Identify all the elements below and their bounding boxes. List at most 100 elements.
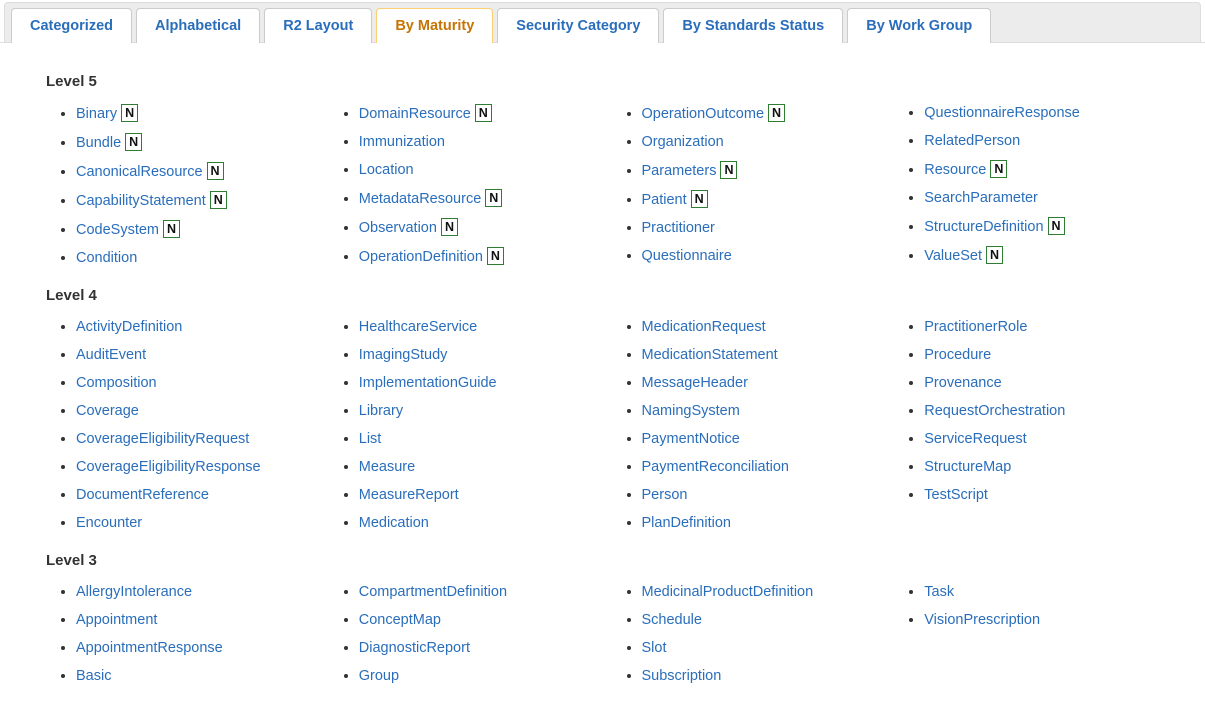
resource-link[interactable]: Questionnaire (642, 248, 732, 264)
resource-link[interactable]: StructureMap (924, 459, 1011, 475)
resource-link[interactable]: MedicationRequest (642, 319, 766, 335)
resource-link[interactable]: CodeSystem (76, 222, 159, 238)
list-item: QuestionnaireResponse (924, 104, 1189, 121)
resource-link[interactable]: OperationOutcome (642, 106, 765, 122)
resource-link[interactable]: ValueSet (924, 248, 982, 264)
resource-link[interactable]: Immunization (359, 134, 445, 150)
list-item: Provenance (924, 374, 1189, 391)
resource-link[interactable]: Resource (924, 162, 986, 178)
tab-by-maturity[interactable]: By Maturity (376, 8, 493, 43)
resource-link[interactable]: Basic (76, 668, 111, 684)
list-item: ImplementationGuide (359, 374, 624, 391)
list-item: ResourceN (924, 160, 1189, 178)
list-item: ImagingStudy (359, 346, 624, 363)
resource-link[interactable]: Location (359, 162, 414, 178)
resource-link[interactable]: Appointment (76, 612, 157, 628)
resource-link[interactable]: Practitioner (642, 220, 715, 236)
list-item: Library (359, 402, 624, 419)
list-item: CodeSystemN (76, 220, 341, 238)
resource-link[interactable]: CompartmentDefinition (359, 584, 507, 600)
resource-link[interactable]: Composition (76, 375, 157, 391)
resource-link[interactable]: ConceptMap (359, 612, 441, 628)
resource-link[interactable]: CoverageEligibilityRequest (76, 431, 249, 447)
list-item: Medication (359, 514, 624, 531)
resource-link[interactable]: AllergyIntolerance (76, 584, 192, 600)
column: AllergyIntolerance Appointment Appointment… (58, 583, 341, 695)
list-item: Composition (76, 374, 341, 391)
resource-link[interactable]: NamingSystem (642, 403, 740, 419)
resource-list: DomainResourceNImmunizationLocationMetad… (341, 104, 624, 265)
resource-link[interactable]: Parameters (642, 163, 717, 179)
tab-by-work-group[interactable]: By Work Group (847, 8, 991, 43)
resource-link[interactable]: MedicinalProductDefinition (642, 584, 814, 600)
resource-link[interactable]: DiagnosticReport (359, 640, 470, 656)
resource-link[interactable]: Observation (359, 220, 437, 236)
resource-link[interactable]: TestScript (924, 487, 988, 503)
resource-link[interactable]: ActivityDefinition (76, 319, 182, 335)
resource-link[interactable]: Task (924, 584, 954, 600)
resource-link[interactable]: Medication (359, 515, 429, 531)
resource-link[interactable]: StructureDefinition (924, 219, 1043, 235)
list-item: PractitionerRole (924, 318, 1189, 335)
resource-link[interactable]: Library (359, 403, 403, 419)
resource-link[interactable]: AppointmentResponse (76, 640, 223, 656)
resource-link[interactable]: PaymentReconciliation (642, 459, 790, 475)
resource-link[interactable]: CanonicalResource (76, 164, 203, 180)
list-item: Basic (76, 667, 341, 684)
resource-link[interactable]: ServiceRequest (924, 431, 1026, 447)
column: OperationOutcomeNOrganizationParametersN… (624, 104, 907, 277)
list-item: Procedure (924, 346, 1189, 363)
resource-link[interactable]: RequestOrchestration (924, 403, 1065, 419)
level-columns: BinaryNBundleNCanonicalResourceNCapabili… (40, 104, 1189, 277)
list-item: Person (642, 486, 907, 503)
resource-link[interactable]: AuditEvent (76, 347, 146, 363)
resource-link[interactable]: MeasureReport (359, 487, 459, 503)
resource-link[interactable]: CoverageEligibilityResponse (76, 459, 261, 475)
resource-link[interactable]: DocumentReference (76, 487, 209, 503)
resource-link[interactable]: VisionPrescription (924, 612, 1040, 628)
column: MedicinalProductDefinition Schedule Slot Su… (624, 583, 907, 695)
resource-link[interactable]: Bundle (76, 135, 121, 151)
resource-link[interactable]: MetadataResource (359, 191, 482, 207)
resource-link[interactable]: Slot (642, 640, 667, 656)
resource-link[interactable]: QuestionnaireResponse (924, 105, 1080, 121)
resource-link[interactable]: PractitionerRole (924, 319, 1027, 335)
resource-link[interactable]: CapabilityStatement (76, 193, 206, 209)
resource-link[interactable]: Binary (76, 106, 117, 122)
resource-link[interactable]: Subscription (642, 668, 722, 684)
resource-link[interactable]: Condition (76, 250, 137, 266)
resource-link[interactable]: Encounter (76, 515, 142, 531)
resource-list: MedicinalProductDefinition Schedule Slot Su… (624, 583, 907, 684)
resource-link[interactable]: Group (359, 668, 399, 684)
tab-security-category[interactable]: Security Category (497, 8, 659, 43)
resource-link[interactable]: List (359, 431, 382, 447)
tab-alphabetical[interactable]: Alphabetical (136, 8, 260, 43)
normative-badge: N (1048, 217, 1065, 235)
resource-link[interactable]: Measure (359, 459, 415, 475)
column: PractitionerRole Procedure Provenance Reque… (906, 318, 1189, 542)
tab-categorized[interactable]: Categorized (11, 8, 132, 43)
resource-link[interactable]: Organization (642, 134, 724, 150)
resource-link[interactable]: Coverage (76, 403, 139, 419)
resource-link[interactable]: Patient (642, 192, 687, 208)
resource-link[interactable]: PaymentNotice (642, 431, 740, 447)
resource-link[interactable]: Provenance (924, 375, 1001, 391)
tab-by-standards-status[interactable]: By Standards Status (663, 8, 843, 43)
resource-link[interactable]: RelatedPerson (924, 133, 1020, 149)
resource-link[interactable]: ImplementationGuide (359, 375, 497, 391)
resource-link[interactable]: MedicationStatement (642, 347, 778, 363)
resource-link[interactable]: MessageHeader (642, 375, 748, 391)
resource-link[interactable]: Person (642, 487, 688, 503)
resource-link[interactable]: HealthcareService (359, 319, 477, 335)
resource-link[interactable]: Schedule (642, 612, 702, 628)
resource-link[interactable]: OperationDefinition (359, 249, 483, 265)
list-item: RelatedPerson (924, 132, 1189, 149)
resource-link[interactable]: ImagingStudy (359, 347, 448, 363)
content-area: Level 5BinaryNBundleNCanonicalResourceNC… (0, 42, 1205, 723)
tab-r2-layout[interactable]: R2 Layout (264, 8, 372, 43)
resource-link[interactable]: SearchParameter (924, 190, 1038, 206)
resource-link[interactable]: DomainResource (359, 106, 471, 122)
resource-link[interactable]: Procedure (924, 347, 991, 363)
list-item: Questionnaire (642, 247, 907, 264)
resource-link[interactable]: PlanDefinition (642, 515, 731, 531)
